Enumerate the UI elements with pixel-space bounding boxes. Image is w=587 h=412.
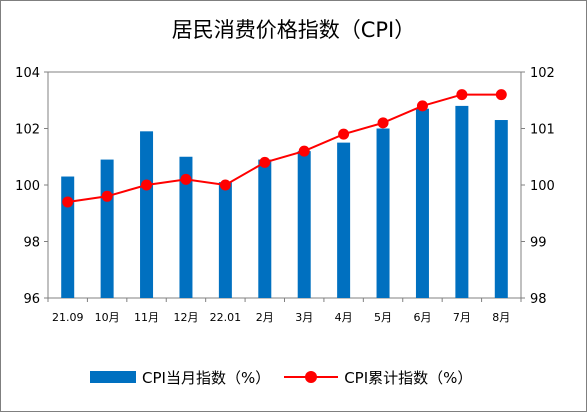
y-right-tick-label: 99 [530, 236, 547, 251]
chart-title: 居民消费价格指数（CPI） [171, 18, 416, 42]
bar-monthly-cpi [376, 128, 390, 298]
point-cumulative-cpi [259, 156, 271, 168]
point-cumulative-cpi [495, 89, 507, 101]
point-cumulative-cpi [298, 145, 310, 157]
point-cumulative-cpi [101, 190, 113, 202]
y-right-tick-label: 100 [530, 179, 555, 194]
bar-monthly-cpi [337, 142, 351, 298]
bar-monthly-cpi [61, 176, 75, 298]
chart-legend: CPI当月指数（%） CPI累计指数（%） [90, 366, 486, 388]
point-cumulative-cpi [62, 196, 74, 208]
bar-monthly-cpi [415, 108, 429, 298]
bar-monthly-cpi [218, 182, 232, 298]
point-cumulative-cpi [377, 117, 389, 129]
x-tick-label: 10月 [95, 311, 120, 324]
x-tick-label: 22.01 [210, 311, 242, 324]
point-cumulative-cpi [338, 128, 350, 140]
x-tick-label: 4月 [335, 311, 353, 324]
point-cumulative-cpi [180, 173, 192, 185]
x-tick-label: 3月 [295, 311, 313, 324]
legend-bar-swatch [90, 371, 136, 383]
legend-label-monthly: CPI当月指数（%） [142, 368, 271, 387]
x-tick-label: 5月 [374, 311, 392, 324]
y-right-tick-label: 102 [530, 66, 555, 81]
x-tick-label: 7月 [453, 311, 471, 324]
x-tick-label: 12月 [173, 311, 198, 324]
point-cumulative-cpi [219, 179, 231, 191]
legend-item-monthly: CPI当月指数（%） [90, 367, 270, 388]
point-cumulative-cpi [456, 89, 468, 101]
bar-monthly-cpi [297, 151, 311, 298]
y-left-tick-label: 96 [23, 292, 40, 307]
x-tick-label: 6月 [413, 311, 431, 324]
y-right-tick-label: 101 [530, 123, 555, 138]
y-left-tick-label: 104 [15, 66, 40, 81]
legend-label-cumulative: CPI累计指数（%） [344, 368, 473, 387]
y-left-tick-label: 100 [15, 179, 40, 194]
bar-monthly-cpi [100, 159, 114, 298]
bar-monthly-cpi [258, 159, 272, 298]
point-cumulative-cpi [416, 100, 428, 112]
y-left-tick-label: 98 [23, 236, 40, 251]
y-right-tick-label: 98 [530, 292, 547, 307]
point-cumulative-cpi [141, 179, 153, 191]
x-tick-label: 8月 [492, 311, 510, 324]
bar-monthly-cpi [455, 105, 469, 299]
legend-line-swatch [284, 370, 339, 384]
bar-monthly-cpi [140, 131, 154, 298]
legend-item-cumulative: CPI累计指数（%） [284, 367, 472, 388]
bar-monthly-cpi [494, 120, 508, 299]
x-tick-label: 2月 [256, 311, 274, 324]
y-left-tick-label: 102 [15, 123, 40, 138]
plot-area [47, 71, 522, 299]
x-tick-label: 11月 [134, 311, 159, 324]
bar-monthly-cpi [179, 156, 193, 298]
x-tick-label: 21.09 [52, 311, 84, 324]
line-cumulative-cpi [67, 93, 502, 203]
